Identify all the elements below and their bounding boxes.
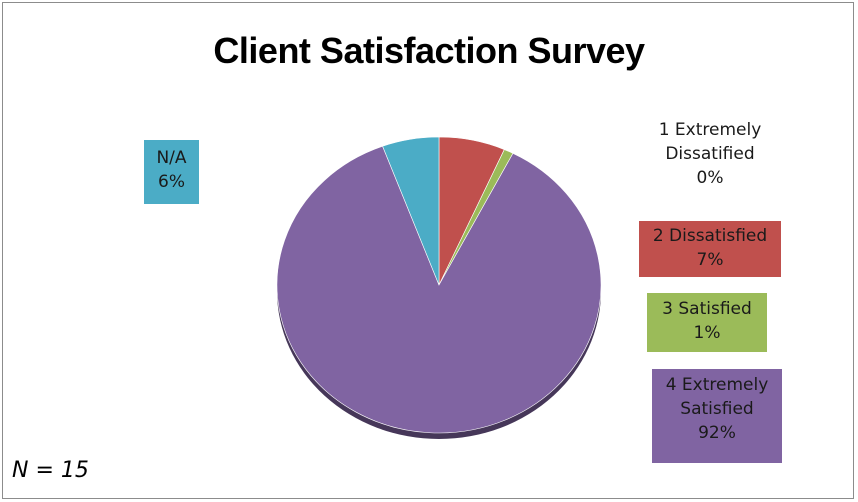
label-satisfied-name: 3 Satisfied <box>662 299 752 319</box>
label-na-value: 6% <box>158 172 185 192</box>
label-extremely-satisfied: 4 Extremely Satisfied 92% <box>652 369 782 463</box>
label-extremely-dissatisfied-value: 0% <box>696 168 724 188</box>
pie-slices <box>276 136 602 439</box>
label-dissatisfied-name: 2 Dissatisfied <box>652 226 768 246</box>
label-satisfied-value: 1% <box>693 323 721 343</box>
label-extremely-satisfied-name: 4 Extremely Satisfied <box>665 375 769 419</box>
label-extremely-dissatisfied-name: 1 Extremely Dissatified <box>658 120 762 164</box>
label-extremely-dissatisfied: 1 Extremely Dissatified 0% <box>630 118 790 198</box>
sample-size-note: N = 15 <box>12 458 89 483</box>
label-extremely-satisfied-value: 92% <box>698 423 736 443</box>
label-na: N/A 6% <box>144 140 199 204</box>
pie-slice-n-a <box>382 136 440 286</box>
label-dissatisfied-value: 7% <box>696 250 724 270</box>
pie-slice-4-extremely-satisfied <box>276 145 602 434</box>
label-satisfied: 3 Satisfied 1% <box>647 293 767 352</box>
label-dissatisfied: 2 Dissatisfied 7% <box>639 221 781 277</box>
chart-title: Client Satisfaction Survey <box>213 30 645 71</box>
label-na-name: N/A <box>156 148 187 168</box>
